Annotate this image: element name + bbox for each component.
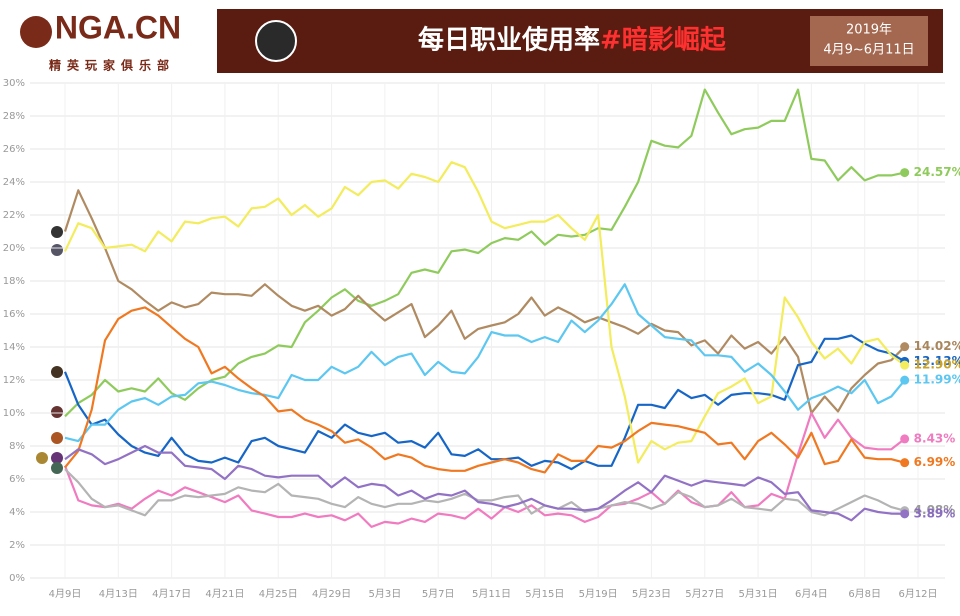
end-marker — [900, 168, 910, 178]
y-tick-label: 24% — [3, 177, 25, 188]
series-line — [64, 306, 905, 474]
end-label: 11.99% — [914, 373, 960, 387]
series-line — [64, 88, 905, 418]
series-line — [64, 161, 906, 464]
logo-icon — [20, 16, 52, 48]
end-marker — [900, 375, 910, 385]
end-label: 6.99% — [914, 455, 956, 469]
x-tick-label: 5月11日 — [472, 588, 511, 600]
x-tick-label: 6月12日 — [898, 588, 937, 600]
date-year: 2019年 — [846, 23, 892, 38]
y-tick-label: 26% — [3, 144, 25, 155]
class-icon — [51, 432, 63, 444]
y-tick-label: 16% — [3, 309, 25, 320]
y-tick-label: 8% — [9, 441, 25, 452]
x-tick-label: 5月23日 — [632, 588, 671, 600]
y-tick-label: 22% — [3, 210, 25, 221]
class-icon — [51, 462, 63, 474]
y-tick-label: 0% — [9, 573, 25, 584]
date-box — [810, 16, 928, 66]
class-icon — [51, 226, 63, 238]
class-icon — [36, 452, 48, 464]
end-marker — [900, 458, 910, 468]
x-tick-label: 4月25日 — [259, 588, 298, 600]
series-line — [64, 444, 905, 522]
x-tick-label: 5月3日 — [369, 588, 402, 600]
series-line — [64, 468, 905, 517]
class-icon — [51, 452, 63, 464]
series-line — [64, 283, 906, 443]
series-line — [63, 189, 906, 415]
end-label: 8.43% — [914, 431, 956, 445]
class-icon — [51, 366, 63, 378]
end-label: 4.08% — [914, 503, 956, 517]
end-label: 13.13% — [914, 354, 960, 368]
date-range: 4月9~6月11日 — [823, 43, 914, 58]
logo-subtitle: 精英玩家俱乐部 — [49, 58, 175, 73]
end-marker — [900, 342, 910, 352]
end-marker — [900, 509, 910, 519]
y-tick-label: 4% — [9, 507, 25, 518]
end-marker — [900, 360, 910, 370]
y-tick-label: 2% — [9, 540, 25, 551]
x-tick-label: 5月7日 — [422, 588, 455, 600]
series-line — [63, 334, 906, 471]
y-tick-label: 20% — [3, 243, 25, 254]
end-marker — [900, 434, 910, 444]
class-icon — [51, 406, 63, 418]
class-icon — [51, 244, 63, 256]
x-tick-label: 4月29日 — [312, 588, 351, 600]
end-label: 12.90% — [914, 358, 960, 372]
y-tick-label: 6% — [9, 474, 25, 485]
x-tick-label: 4月17日 — [152, 588, 191, 600]
y-tick-label: 10% — [3, 408, 25, 419]
badge — [255, 20, 297, 62]
y-tick-label: 28% — [3, 111, 25, 122]
x-tick-label: 5月19日 — [579, 588, 618, 600]
x-tick-label: 4月9日 — [49, 588, 82, 600]
x-tick-label: 4月21日 — [205, 588, 244, 600]
series-line — [63, 411, 906, 528]
x-tick-label: 4月13日 — [99, 588, 138, 600]
end-label: 14.02% — [914, 339, 960, 353]
end-label: 24.57% — [914, 165, 960, 179]
end-label: 3.89% — [914, 506, 956, 520]
y-tick-label: 14% — [3, 342, 25, 353]
title-tag: #暗影崛起 — [600, 26, 727, 56]
logo-text: NGA.CN — [55, 9, 181, 45]
title: 每日职业使用率 — [418, 25, 600, 56]
x-tick-label: 5月27日 — [685, 588, 724, 600]
x-tick-label: 6月8日 — [848, 588, 881, 600]
logo: NGA.CN 精英玩家俱乐部 — [20, 9, 181, 73]
x-tick-label: 5月31日 — [739, 588, 778, 600]
x-tick-label: 6月4日 — [795, 588, 828, 600]
y-tick-label: 30% — [3, 78, 25, 89]
y-tick-label: 12% — [3, 375, 25, 386]
x-tick-label: 5月15日 — [525, 588, 564, 600]
y-tick-label: 18% — [3, 276, 25, 287]
class-icons — [36, 226, 63, 474]
